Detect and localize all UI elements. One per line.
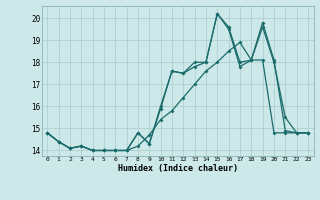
X-axis label: Humidex (Indice chaleur): Humidex (Indice chaleur) [118, 164, 237, 173]
